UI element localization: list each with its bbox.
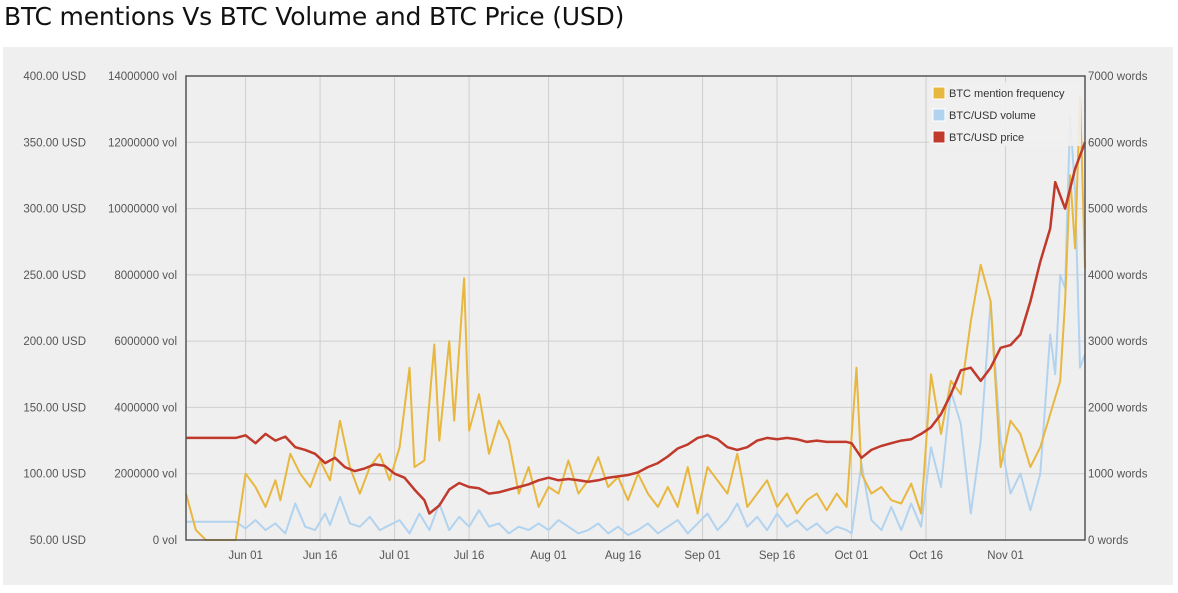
legend: BTC mention frequency BTC/USD volume BTC/U… [929,82,1081,146]
volume-tick-label: 12000000 vol [108,137,177,149]
words-tick-label: 1000 words [1088,469,1148,481]
legend-label: BTC/USD price [949,132,1024,144]
price-tick-label: 100.00 USD [23,469,86,481]
price-tick-label: 200.00 USD [23,336,86,348]
volume-tick-label: 2000000 vol [114,469,177,481]
price-tick-label: 250.00 USD [23,270,86,282]
legend-box [929,82,1081,146]
chart-svg: 400.00 USD 350.00 USD 300.00 USD 250.00 USD… [23,71,1148,562]
price-tick-label: 50.00 USD [30,535,86,547]
volume-tick-label: 0 vol [153,535,177,547]
volume-tick-label: 10000000 vol [108,204,177,216]
x-tick-label: Jul 01 [379,550,410,562]
x-tick-label: Nov 01 [987,550,1023,562]
volume-tick-label: 8000000 vol [114,270,177,282]
chart-panel: 400.00 USD 350.00 USD 300.00 USD 250.00 USD… [3,47,1173,585]
price-tick-label: 300.00 USD [23,204,86,216]
words-tick-label: 0 words [1088,535,1129,547]
legend-swatch [932,108,946,122]
words-tick-label: 6000 words [1088,137,1148,149]
volume-tick-label: 6000000 vol [114,336,177,348]
price-tick-label: 150.00 USD [23,402,86,414]
series-line-1 [186,114,1086,536]
legend-label: BTC/USD volume [949,110,1036,122]
x-tick-label: Aug 16 [605,550,641,562]
volume-tick-label: 14000000 vol [108,71,177,83]
volume-tick-label: 4000000 vol [114,402,177,414]
words-axis: 7000 words 6000 words 5000 words 4000 words… [1088,71,1148,547]
price-axis: 400.00 USD 350.00 USD 300.00 USD 250.00 USD… [23,71,86,547]
page-title: BTC mentions Vs BTC Volume and BTC Price… [4,2,625,31]
words-tick-label: 3000 words [1088,336,1148,348]
volume-axis: 14000000 vol 12000000 vol 10000000 vol 8000… [108,71,177,547]
price-tick-label: 400.00 USD [23,71,86,83]
x-tick-label: Jun 01 [228,550,263,562]
x-tick-label: Jul 16 [454,550,485,562]
series-lines [185,94,1087,541]
legend-swatch [932,130,946,144]
words-tick-label: 4000 words [1088,270,1148,282]
series-line-0 [185,94,1086,541]
x-tick-label: Sep 01 [684,550,720,562]
x-tick-label: Oct 01 [835,550,869,562]
x-tick-label: Sep 16 [759,550,795,562]
series-line-2 [186,141,1087,515]
words-tick-label: 7000 words [1088,71,1148,83]
x-tick-label: Aug 01 [530,550,566,562]
date-axis: Jun 01 Jun 16 Jul 01 Jul 16 Aug 01 Aug 16 Sep … [228,550,1023,562]
words-tick-label: 2000 words [1088,402,1148,414]
legend-label: BTC mention frequency [949,88,1065,100]
legend-swatch [932,86,946,100]
words-tick-label: 5000 words [1088,204,1148,216]
x-tick-label: Jun 16 [303,550,338,562]
price-tick-label: 350.00 USD [23,137,86,149]
x-tick-label: Oct 16 [909,550,943,562]
plot-border [185,75,1086,541]
